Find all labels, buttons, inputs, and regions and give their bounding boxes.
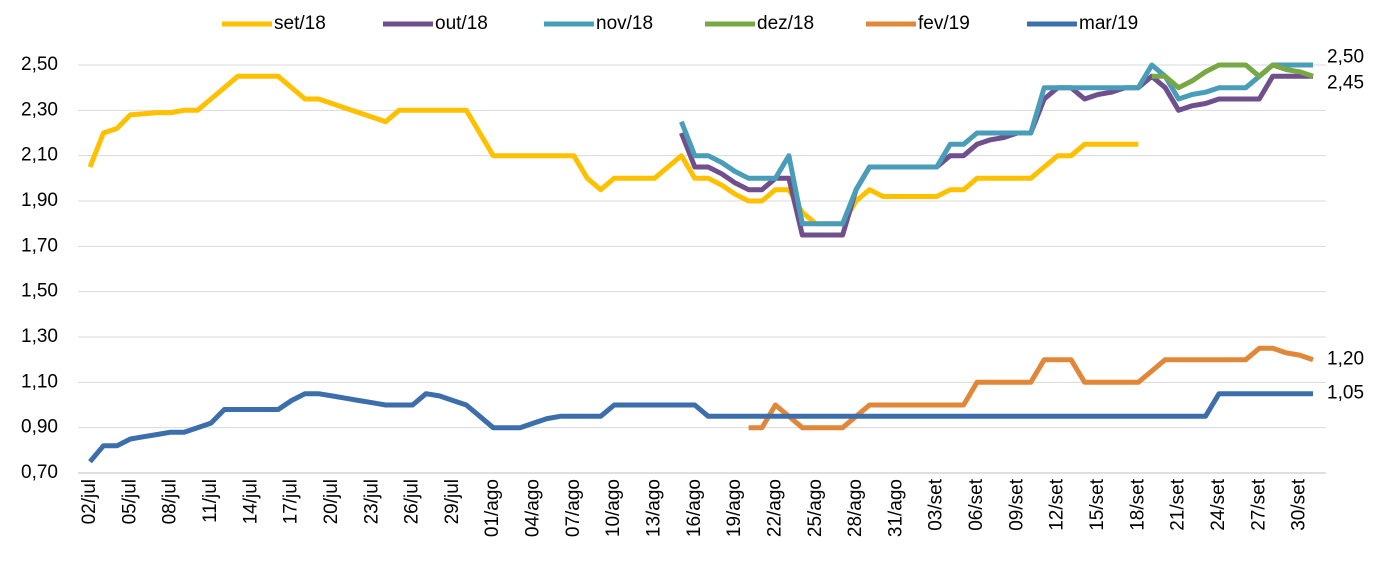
x-tick-label: 07/ago	[563, 479, 584, 537]
y-tick-label: 2,10	[21, 145, 58, 166]
x-tick-label: 22/ago	[764, 479, 785, 537]
x-tick-label: 08/jul	[160, 479, 181, 524]
y-tick-label: 1,10	[21, 371, 58, 392]
x-tick-label: 12/set	[1047, 478, 1068, 530]
x-tick-label: 20/jul	[321, 479, 342, 524]
x-tick-label: 24/set	[1208, 478, 1229, 530]
series-line	[679, 73, 1313, 238]
series-line	[1151, 62, 1314, 91]
x-tick-label: 25/ago	[805, 479, 826, 537]
x-tick-label: 30/set	[1289, 478, 1310, 530]
x-tick-label: 31/ago	[885, 479, 906, 537]
data-label: 1,20	[1327, 349, 1364, 370]
legend-label: out/18	[435, 13, 488, 34]
x-tick-label: 19/ago	[724, 479, 745, 537]
x-tick-label: 09/set	[1006, 478, 1027, 530]
x-tick-label: 23/jul	[361, 479, 382, 524]
x-tick-label: 03/set	[926, 478, 947, 530]
x-tick-label: 10/ago	[603, 479, 624, 537]
x-tick-label: 01/ago	[482, 479, 503, 537]
x-tick-label: 26/jul	[402, 479, 423, 524]
legend-label: fev/19	[918, 13, 970, 34]
x-tick-label: 11/jul	[200, 479, 221, 523]
x-tick-label: 04/ago	[523, 479, 544, 537]
x-tick-label: 15/set	[1087, 478, 1108, 530]
series-line	[679, 62, 1313, 227]
y-tick-label: 2,50	[21, 54, 58, 75]
y-tick-label: 0,70	[21, 462, 58, 483]
data-label: 1,05	[1327, 383, 1364, 404]
series-line	[88, 391, 1313, 464]
y-tick-label: 1,50	[21, 281, 58, 302]
y-tick-label: 1,90	[21, 190, 58, 211]
y-tick-label: 0,90	[21, 417, 58, 438]
legend-label: dez/18	[757, 13, 814, 34]
x-tick-label: 14/jul	[240, 479, 261, 524]
legend-label: mar/19	[1079, 13, 1138, 34]
x-tick-label: 02/jul	[79, 479, 100, 524]
x-tick-label: 06/set	[966, 478, 987, 530]
series-line	[748, 345, 1314, 431]
series-line	[87, 73, 1139, 227]
x-tick-label: 18/set	[1127, 478, 1148, 530]
x-tick-label: 28/ago	[845, 479, 866, 537]
x-tick-label: 29/jul	[442, 479, 463, 524]
y-tick-label: 1,30	[21, 326, 58, 347]
x-tick-label: 13/ago	[643, 479, 664, 537]
x-tick-label: 21/set	[1168, 478, 1189, 530]
x-tick-label: 27/set	[1248, 478, 1269, 530]
data-label: 2,45	[1327, 73, 1364, 94]
x-tick-label: 05/jul	[119, 479, 140, 524]
data-label: 2,50	[1327, 47, 1364, 68]
y-tick-label: 1,70	[21, 235, 58, 256]
x-tick-label: 16/ago	[684, 479, 705, 537]
y-tick-label: 2,30	[21, 99, 58, 120]
x-tick-label: 17/jul	[281, 479, 302, 524]
legend-label: nov/18	[596, 13, 653, 34]
legend-label: set/18	[274, 13, 326, 34]
